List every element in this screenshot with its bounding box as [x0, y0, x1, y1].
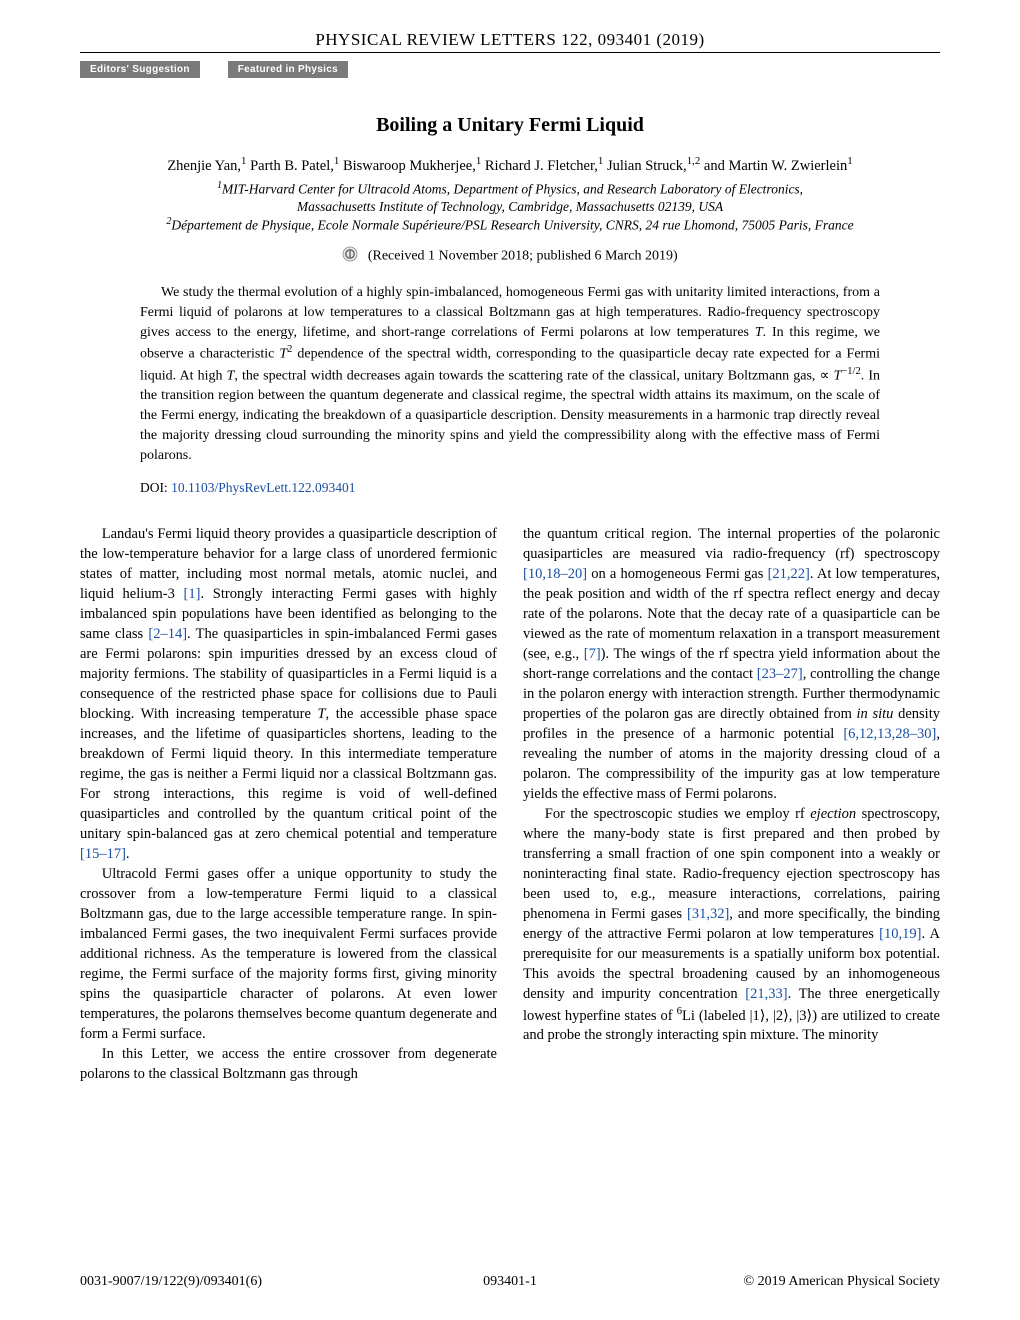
body-paragraph: Landau's Fermi liquid theory provides a … — [80, 524, 497, 864]
body-paragraph: Ultracold Fermi gases offer a unique opp… — [80, 864, 497, 1044]
received-text: (Received 1 November 2018; published 6 M… — [368, 249, 678, 264]
article-title: Boiling a Unitary Fermi Liquid — [80, 114, 940, 137]
doi-line: DOI: 10.1103/PhysRevLett.122.093401 — [140, 480, 880, 496]
page-footer: 0031-9007/19/122(9)/093401(6) 093401-1 ©… — [80, 1274, 940, 1290]
affiliation-1b: Massachusetts Institute of Technology, C… — [80, 198, 940, 216]
footer-page-number: 093401-1 — [80, 1274, 940, 1290]
body-paragraph: For the spectroscopic studies we employ … — [523, 804, 940, 1046]
body-paragraph: the quantum critical region. The interna… — [523, 524, 940, 804]
affiliation-1: 1MIT-Harvard Center for Ultracold Atoms,… — [80, 179, 940, 198]
affiliation-2: 2Département de Physique, Ecole Normale … — [80, 215, 940, 234]
editors-suggestion-badge: Editors' Suggestion — [80, 61, 200, 78]
journal-header: PHYSICAL REVIEW LETTERS 122, 093401 (201… — [80, 30, 940, 53]
page: PHYSICAL REVIEW LETTERS 122, 093401 (201… — [0, 0, 1020, 1320]
left-column: Landau's Fermi liquid theory provides a … — [80, 524, 497, 1084]
author-list: Zhenjie Yan,1 Parth B. Patel,1 Biswaroop… — [80, 155, 940, 175]
crossmark-icon[interactable] — [342, 246, 358, 267]
featured-in-physics-badge: Featured in Physics — [228, 61, 348, 78]
received-published: (Received 1 November 2018; published 6 M… — [80, 246, 940, 267]
doi-link[interactable]: 10.1103/PhysRevLett.122.093401 — [171, 480, 355, 495]
body-paragraph: In this Letter, we access the entire cro… — [80, 1044, 497, 1084]
doi-label: DOI: — [140, 480, 168, 495]
right-column: the quantum critical region. The interna… — [523, 524, 940, 1084]
body-columns: Landau's Fermi liquid theory provides a … — [80, 524, 940, 1084]
abstract: We study the thermal evolution of a high… — [140, 283, 880, 465]
badge-row: Editors' Suggestion Featured in Physics — [80, 61, 940, 78]
